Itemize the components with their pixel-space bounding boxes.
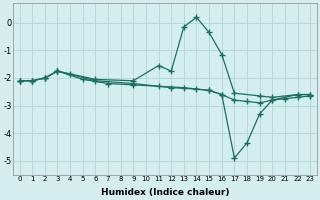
- X-axis label: Humidex (Indice chaleur): Humidex (Indice chaleur): [100, 188, 229, 197]
